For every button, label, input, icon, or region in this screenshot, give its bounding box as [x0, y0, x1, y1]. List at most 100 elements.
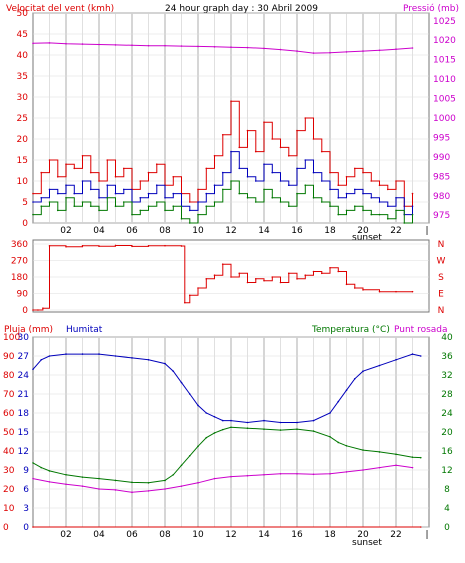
- point-gust: [197, 188, 199, 191]
- point-humidity: [180, 381, 183, 384]
- point-humidity: [312, 419, 315, 422]
- point-gust: [296, 129, 298, 132]
- point-gust: [329, 171, 331, 174]
- sunset-label-top: sunset: [352, 233, 382, 243]
- wind-tick-label: 35: [17, 72, 28, 82]
- point-gust: [287, 155, 290, 157]
- point-low: [147, 205, 150, 207]
- point-average: [320, 180, 323, 182]
- point-dewpoint: [81, 485, 84, 487]
- wind-tick-label: 45: [17, 30, 28, 40]
- day-end-marker: |: [425, 226, 428, 236]
- point-pressure: [312, 52, 315, 54]
- humidity-tick-label: 18: [18, 409, 30, 419]
- direction-tick-label: 0: [22, 306, 28, 316]
- point-humidity: [32, 368, 34, 371]
- point-gust: [147, 171, 150, 174]
- pressure-tick-label: 1000: [433, 114, 456, 124]
- point-wind-direction: [271, 276, 274, 278]
- point-pressure: [378, 49, 381, 52]
- point-temperature: [329, 435, 331, 438]
- hour-tick-label: 08: [159, 226, 171, 236]
- point-wind-direction: [296, 278, 298, 280]
- point-gust: [139, 180, 142, 182]
- point-temperature: [221, 428, 224, 431]
- temperature-tick-label: 40: [441, 333, 453, 343]
- point-temperature: [246, 427, 249, 430]
- point-wind-direction: [238, 272, 241, 275]
- point-humidity: [419, 355, 422, 357]
- point-dewpoint: [296, 473, 298, 475]
- hour-tick-label: 02: [60, 530, 71, 540]
- hour-tick-label: 16: [291, 530, 303, 540]
- rain-tick-label: 40: [3, 447, 15, 457]
- point-temperature: [131, 481, 133, 484]
- point-temperature: [213, 432, 216, 434]
- point-humidity: [164, 362, 166, 365]
- point-average: [312, 171, 315, 174]
- hour-tick-label: 02: [60, 226, 71, 236]
- point-low: [221, 188, 224, 191]
- compass-label: W: [437, 257, 446, 267]
- wind-tick-label: 5: [22, 198, 28, 208]
- point-humidity: [65, 353, 67, 355]
- point-average: [362, 192, 364, 195]
- point-low: [345, 209, 348, 212]
- point-wind-direction: [279, 281, 282, 284]
- point-wind-direction: [287, 272, 290, 275]
- dewpoint-axis-title: Punt rosada: [394, 325, 448, 335]
- point-low: [386, 218, 389, 220]
- pressure-tick-label: 975: [433, 211, 450, 221]
- point-rain: [32, 526, 34, 528]
- point-humidity: [114, 355, 117, 357]
- point-wind-direction: [362, 289, 364, 291]
- point-low: [139, 209, 142, 212]
- hour-tick-label: 10: [192, 530, 204, 540]
- point-humidity: [353, 378, 356, 380]
- point-gust: [254, 150, 257, 153]
- point-average: [386, 205, 389, 207]
- point-gust: [32, 192, 34, 195]
- wind-tick-label: 50: [17, 9, 29, 19]
- temperature-tick-label: 12: [441, 466, 452, 476]
- point-gust: [395, 180, 397, 182]
- point-average: [296, 167, 298, 170]
- point-humidity: [172, 370, 175, 373]
- point-dewpoint: [362, 469, 364, 471]
- point-humidity: [263, 419, 265, 422]
- direction-tick-label: 180: [11, 273, 28, 283]
- rain-tick-label: 100: [3, 333, 20, 343]
- point-gust: [337, 184, 340, 186]
- point-low: [98, 209, 100, 212]
- pressure-tick-label: 985: [433, 172, 450, 182]
- point-pressure: [296, 50, 298, 52]
- point-wind-direction: [42, 307, 44, 309]
- chart-title: 24 hour graph day : 30 Abril 2009: [165, 4, 318, 14]
- point-low: [155, 201, 158, 203]
- point-gust: [353, 167, 356, 170]
- point-temperature: [180, 464, 183, 467]
- point-low: [230, 180, 232, 182]
- point-low: [56, 209, 59, 212]
- wind-pressure-panel: Velocitat del vent (kmh) 24 hour graph d…: [6, 3, 459, 243]
- point-low: [205, 205, 208, 207]
- point-low: [370, 213, 373, 216]
- rain-tick-label: 60: [3, 409, 15, 419]
- point-low: [279, 201, 282, 203]
- point-dewpoint: [329, 473, 331, 475]
- point-average: [81, 180, 84, 182]
- point-temperature: [32, 462, 34, 464]
- point-average: [353, 188, 356, 191]
- point-low: [32, 213, 34, 216]
- point-humidity: [411, 353, 414, 355]
- point-wind-direction: [378, 290, 381, 293]
- point-wind-direction: [188, 294, 191, 297]
- point-gust: [172, 176, 175, 178]
- point-wind-direction: [312, 270, 315, 273]
- point-average: [337, 197, 340, 199]
- point-dewpoint: [345, 471, 348, 473]
- point-humidity: [48, 355, 51, 357]
- point-gust: [73, 167, 76, 170]
- point-average: [329, 188, 331, 191]
- point-wind-direction: [180, 245, 183, 247]
